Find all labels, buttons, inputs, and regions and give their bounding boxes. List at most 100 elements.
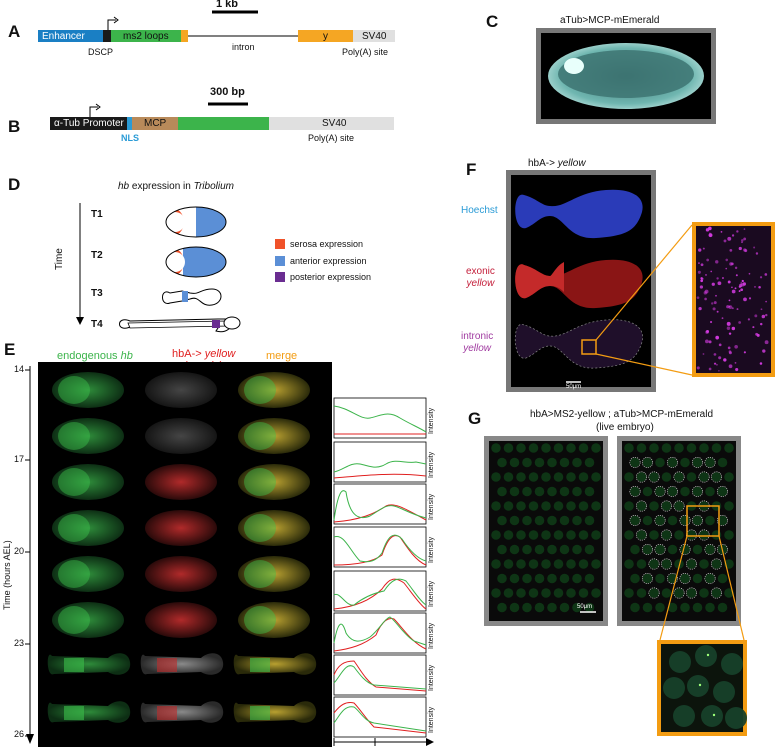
panel-label-a: A: [8, 22, 21, 41]
panel-label-b: B: [8, 117, 21, 136]
dscp-label: DSCP: [88, 47, 114, 57]
promoter-arrow-a: [107, 19, 116, 30]
legend-anterior: anterior expression: [290, 256, 367, 266]
hoechst-embryo: [515, 189, 643, 239]
green-profile-5: [333, 616, 427, 646]
legend-anterior-swatch: [275, 256, 285, 266]
tick-26: 26: [14, 729, 25, 739]
intensity-label-3: Intensity: [428, 536, 435, 563]
embryo-image-r0-c2: [238, 372, 310, 408]
promoter-arrow-b: [89, 106, 98, 117]
stage-t2-label: T2: [91, 250, 103, 261]
scale-label-g: 50μm: [577, 604, 593, 610]
dscp-box: [103, 30, 111, 42]
intensity-label-4: Intensity: [428, 580, 435, 607]
tick-23: 23: [14, 638, 25, 648]
panel-c-title: aTub>MCP-mEmerald: [560, 15, 660, 26]
embryo-image-r4-c0: [52, 556, 124, 592]
green-profile-6: [333, 665, 427, 690]
panel-f-title: hbA-> yellow: [528, 158, 586, 169]
green-profile-4: [333, 578, 427, 606]
stage-t3-embryo: [162, 288, 222, 306]
embryo-image-r5-c2: [238, 602, 310, 638]
intensity-plot-5: [333, 612, 427, 654]
col-endogenous-hb: endogenous hb: [57, 350, 133, 362]
stage-t1-embryo: [165, 206, 227, 238]
embryo-image-r6-c1: [140, 653, 224, 675]
panel-e-intensity-plots: [333, 397, 434, 746]
panel-label-e: E: [4, 340, 16, 359]
intensity-label-7: Intensity: [428, 706, 435, 733]
promoter-box: [50, 117, 127, 130]
red-profile-7: [333, 702, 427, 734]
embryo-image-r1-c1: [145, 418, 217, 454]
sv40-box-a: [353, 30, 395, 42]
panel-d-title: hb expression in Tribolium: [118, 181, 234, 192]
red-profile-1: [333, 473, 427, 479]
panel-g-title2: (live embryo): [596, 422, 654, 433]
panel-a-construct: [38, 10, 395, 42]
green-profile-2: [333, 490, 427, 521]
stage-t4-label: T4: [91, 319, 103, 330]
intensity-label-1: Intensity: [428, 451, 435, 478]
intensity-plot-7: [333, 696, 427, 738]
polya-label-b: Poly(A) site: [308, 133, 355, 143]
y-label: y: [323, 31, 328, 42]
embryo-image-r3-c2: [238, 510, 310, 546]
zoom-inset-f: [696, 226, 771, 373]
intensity-label-2: Intensity: [428, 493, 435, 520]
tick-20: 20: [14, 546, 25, 556]
time-label: Time: [54, 248, 65, 270]
sv40-label-b: SV40: [322, 118, 347, 129]
embryo-image-r6-c2: [233, 653, 317, 675]
panel-label-g: G: [468, 409, 482, 428]
legend-posterior-swatch: [275, 272, 285, 282]
panel-d-diagram: [76, 203, 285, 333]
embryo-image-r7-c1: [140, 701, 224, 723]
intensity-plot-4: [333, 570, 427, 612]
enhancer-box: [38, 30, 103, 42]
intronic-embryo: [514, 319, 643, 369]
intensity-plot-1: [333, 441, 427, 483]
sv40-box-b: [269, 117, 394, 130]
time-axis-label: Time (hours AEL): [2, 540, 12, 610]
mcp-box: [132, 117, 178, 130]
sv40-label-a: SV40: [362, 31, 387, 42]
embryo-image-r0-c0: [52, 372, 124, 408]
col-merge: merge: [266, 350, 298, 362]
green-profile-1: [333, 460, 427, 473]
panel-c-embryo-image: [536, 28, 716, 124]
red-profile-4: [333, 578, 427, 610]
exonic-label: exonic yellow: [466, 266, 495, 289]
red-profile-6: [333, 660, 427, 692]
intensity-label-0: Intensity: [428, 407, 435, 434]
polya-label-a: Poly(A) site: [342, 47, 389, 57]
scale-label-f: 50μm: [566, 384, 582, 390]
hoechst-label: Hoechst: [461, 205, 498, 216]
embryo-image-r5-c1: [145, 602, 217, 638]
red-profile-3: [333, 535, 427, 566]
exon1-box: [181, 30, 188, 42]
embryo-image-r6-c0: [47, 653, 131, 675]
panel-label-d: D: [8, 175, 21, 194]
nls-label: NLS: [121, 133, 139, 143]
panel-g-images: [484, 436, 747, 736]
embryo-image-r0-c1: [145, 372, 217, 408]
tick-14: 14: [14, 364, 25, 374]
stage-t3-label: T3: [91, 288, 103, 299]
panel-g-title1: hbA>MS2-yellow ; aTub>MCP-mEmerald: [530, 409, 714, 420]
embryo-image-r4-c1: [145, 556, 217, 592]
intensity-label-5: Intensity: [428, 622, 435, 649]
embryo-image-r2-c0: [52, 464, 124, 500]
embryo-image-r7-c0: [47, 701, 131, 723]
embryo-image-r7-c2: [233, 701, 317, 723]
scale-label-a: 1 kb: [216, 0, 239, 10]
y-gene-box: [298, 30, 353, 42]
panel-b-construct: [50, 102, 394, 130]
intensity-plot-0: [333, 397, 427, 439]
green-profile-0: [333, 405, 427, 433]
mcp-label: MCP: [144, 118, 167, 129]
panel-e-time-axis: [25, 366, 34, 744]
embryo-image-r1-c0: [52, 418, 124, 454]
ms2-loops-box: [111, 30, 181, 42]
